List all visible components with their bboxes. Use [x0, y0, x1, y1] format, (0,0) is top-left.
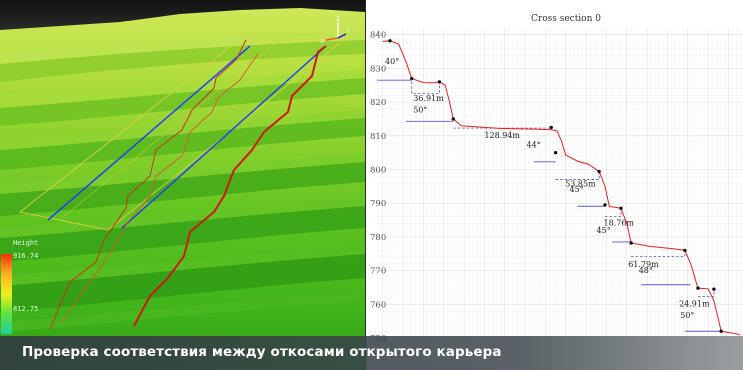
- axis-label-y: Y: [345, 27, 350, 34]
- profile-lines[interactable]: [49, 39, 327, 331]
- y-tick-label: 830: [370, 64, 386, 74]
- slope-annotations: 40°36.91m50°128.94m44°53.85m45°18.76m45°…: [385, 57, 710, 320]
- key-point: [410, 76, 414, 81]
- bench-lines: [376, 79, 722, 332]
- key-point: [719, 329, 723, 333]
- y-tick-label: 840: [370, 31, 386, 41]
- y-tick-label: 780: [370, 233, 386, 243]
- key-point: [437, 80, 442, 84]
- slope-annotation: 36.91m: [413, 94, 444, 103]
- slope-annotation: 128.94m: [484, 131, 520, 140]
- chart-grid: [374, 28, 743, 338]
- key-point: [629, 241, 633, 245]
- dashed-guide: [411, 81, 440, 95]
- y-tick-label: 760: [370, 300, 386, 310]
- slope-annotation: 45°: [570, 185, 584, 194]
- dashed-guide: [604, 208, 622, 218]
- key-point: [696, 286, 700, 290]
- y-tick-label: 770: [370, 267, 386, 277]
- y-tick-label: 810: [370, 132, 386, 142]
- dashed-guide: [555, 171, 600, 180]
- slope-annotation: 40°: [385, 57, 399, 66]
- section-lines[interactable]: [47, 45, 327, 229]
- key-points: [388, 39, 723, 333]
- caption-bar: Проверка соответствия между откосами отк…: [0, 336, 743, 370]
- section-boundary-box[interactable]: [18, 37, 348, 231]
- y-tick-label: 820: [370, 98, 386, 108]
- terrain-benches: [0, 32, 365, 332]
- axis-gizmo: Z Y X: [320, 16, 350, 45]
- y-tick-label: 790: [370, 199, 386, 209]
- terrain-canvas[interactable]: Z Y X Height 916.74 812.75: [0, 0, 365, 370]
- profile-line: [382, 40, 741, 336]
- height-legend-max: 916.74: [13, 252, 38, 260]
- dashed-guide: [697, 289, 715, 297]
- height-legend-bar: [1, 254, 12, 334]
- slope-annotation: 44°: [527, 141, 541, 150]
- height-legend-title: Height: [13, 239, 38, 247]
- slope-annotation: 50°: [413, 106, 427, 115]
- key-point: [683, 248, 687, 253]
- slope-annotation: 24.91m: [679, 300, 710, 309]
- height-legend: Height 916.74 812.75: [1, 239, 38, 334]
- slope-annotation: 61.79m: [628, 260, 659, 269]
- key-point: [451, 117, 456, 121]
- cross-section-chart-panel[interactable]: Cross section 0 840 830 820 810 800 790 780 770…: [366, 0, 743, 370]
- key-point: [712, 287, 716, 291]
- key-point: [603, 203, 607, 207]
- terrain-3d-view[interactable]: Z Y X Height 916.74 812.75: [0, 0, 365, 370]
- key-point: [619, 206, 623, 210]
- profile-series: [382, 40, 741, 336]
- cross-section-chart[interactable]: Cross section 0 840 830 820 810 800 790 780 770…: [366, 0, 743, 370]
- y-axis-ticks: 840830820810800790780770760750: [370, 31, 386, 344]
- height-legend-min: 812.75: [13, 305, 38, 313]
- y-tick-label: 800: [370, 166, 386, 176]
- slope-annotation: 50°: [680, 311, 694, 320]
- axis-label-x: X: [320, 38, 324, 45]
- slope-annotation: 48°: [639, 266, 653, 275]
- key-point: [597, 169, 601, 174]
- chart-title: Cross section 0: [531, 14, 601, 24]
- slope-annotation: 18.76m: [604, 218, 635, 227]
- dashed-guides: [411, 81, 715, 297]
- key-point: [388, 39, 392, 43]
- caption-text: Проверка соответствия между откосами отк…: [22, 344, 502, 360]
- key-point: [549, 125, 553, 130]
- key-point: [553, 150, 558, 155]
- axis-label-z: Z: [336, 16, 340, 23]
- slope-annotation: 45°: [597, 226, 611, 235]
- slope-annotation: 53.85m: [565, 180, 596, 189]
